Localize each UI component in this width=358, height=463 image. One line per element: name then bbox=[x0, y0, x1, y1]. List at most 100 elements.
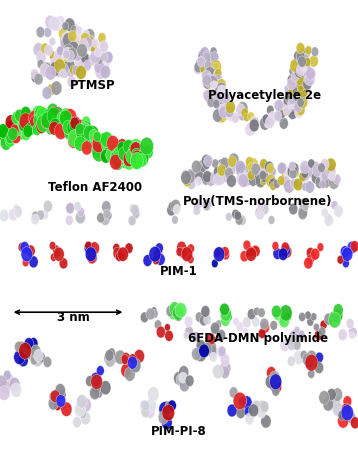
Circle shape bbox=[330, 396, 340, 409]
Circle shape bbox=[113, 248, 122, 260]
Circle shape bbox=[289, 335, 298, 347]
Circle shape bbox=[53, 107, 63, 120]
Circle shape bbox=[68, 131, 82, 148]
Circle shape bbox=[283, 107, 291, 117]
Circle shape bbox=[292, 84, 303, 97]
Circle shape bbox=[111, 152, 120, 164]
Circle shape bbox=[60, 39, 69, 50]
Circle shape bbox=[251, 163, 258, 173]
Circle shape bbox=[59, 258, 68, 269]
Circle shape bbox=[293, 64, 303, 76]
Circle shape bbox=[278, 316, 285, 325]
Circle shape bbox=[346, 319, 354, 329]
Circle shape bbox=[310, 162, 320, 174]
Circle shape bbox=[255, 207, 265, 220]
Circle shape bbox=[92, 139, 103, 153]
Circle shape bbox=[220, 367, 229, 379]
Circle shape bbox=[305, 47, 312, 56]
Circle shape bbox=[43, 201, 53, 213]
Circle shape bbox=[187, 179, 196, 190]
Circle shape bbox=[67, 120, 77, 132]
Circle shape bbox=[142, 401, 150, 411]
Circle shape bbox=[24, 338, 34, 350]
Circle shape bbox=[58, 389, 66, 400]
Circle shape bbox=[311, 172, 321, 185]
Circle shape bbox=[19, 114, 32, 130]
Circle shape bbox=[296, 105, 305, 116]
Circle shape bbox=[98, 65, 106, 75]
Circle shape bbox=[308, 167, 318, 178]
Circle shape bbox=[212, 160, 219, 169]
Circle shape bbox=[49, 52, 56, 61]
Circle shape bbox=[121, 159, 129, 169]
Circle shape bbox=[303, 79, 312, 91]
Circle shape bbox=[100, 66, 111, 79]
Circle shape bbox=[17, 341, 26, 353]
Circle shape bbox=[213, 247, 225, 262]
Circle shape bbox=[303, 354, 314, 368]
Circle shape bbox=[203, 161, 210, 170]
Circle shape bbox=[213, 173, 223, 187]
Circle shape bbox=[294, 84, 301, 94]
Circle shape bbox=[347, 242, 357, 254]
Circle shape bbox=[340, 246, 350, 258]
Circle shape bbox=[309, 56, 318, 68]
Circle shape bbox=[111, 149, 124, 166]
Text: Teflon AF2400: Teflon AF2400 bbox=[48, 181, 142, 194]
Circle shape bbox=[311, 249, 320, 261]
Circle shape bbox=[291, 72, 299, 82]
Circle shape bbox=[192, 161, 202, 174]
Circle shape bbox=[296, 52, 305, 63]
Circle shape bbox=[304, 74, 313, 86]
Circle shape bbox=[11, 125, 19, 136]
Circle shape bbox=[61, 402, 72, 417]
Circle shape bbox=[77, 403, 85, 413]
Circle shape bbox=[320, 320, 327, 330]
Circle shape bbox=[51, 82, 62, 96]
Circle shape bbox=[74, 51, 82, 62]
Circle shape bbox=[260, 159, 268, 169]
Circle shape bbox=[86, 376, 94, 387]
Circle shape bbox=[63, 109, 77, 127]
Circle shape bbox=[271, 306, 281, 318]
Circle shape bbox=[203, 51, 211, 61]
Circle shape bbox=[205, 74, 214, 85]
Circle shape bbox=[286, 97, 294, 106]
Circle shape bbox=[206, 173, 217, 187]
Circle shape bbox=[209, 65, 218, 76]
Circle shape bbox=[212, 364, 223, 379]
Text: 6FDA-DMN polyimide: 6FDA-DMN polyimide bbox=[188, 332, 328, 344]
Circle shape bbox=[129, 216, 136, 226]
Circle shape bbox=[10, 383, 21, 398]
Circle shape bbox=[241, 396, 252, 410]
Circle shape bbox=[74, 54, 86, 69]
Circle shape bbox=[107, 148, 121, 165]
Circle shape bbox=[287, 356, 295, 367]
Circle shape bbox=[97, 213, 105, 224]
Circle shape bbox=[293, 93, 301, 103]
Circle shape bbox=[21, 117, 33, 133]
Circle shape bbox=[54, 124, 67, 140]
Circle shape bbox=[148, 387, 159, 402]
Circle shape bbox=[203, 90, 213, 103]
Circle shape bbox=[134, 153, 144, 165]
Circle shape bbox=[207, 98, 215, 108]
Circle shape bbox=[333, 175, 341, 185]
Circle shape bbox=[108, 139, 120, 154]
Circle shape bbox=[296, 83, 304, 94]
Circle shape bbox=[332, 309, 343, 323]
Circle shape bbox=[32, 352, 43, 367]
Circle shape bbox=[87, 56, 96, 67]
Circle shape bbox=[64, 128, 74, 141]
Circle shape bbox=[12, 112, 22, 125]
Circle shape bbox=[215, 69, 222, 79]
Circle shape bbox=[338, 410, 346, 420]
Circle shape bbox=[296, 89, 306, 102]
Circle shape bbox=[159, 405, 166, 414]
Circle shape bbox=[265, 117, 275, 129]
Circle shape bbox=[47, 85, 56, 96]
Circle shape bbox=[67, 52, 75, 63]
Circle shape bbox=[145, 399, 156, 413]
Circle shape bbox=[219, 105, 227, 116]
Circle shape bbox=[34, 350, 43, 362]
